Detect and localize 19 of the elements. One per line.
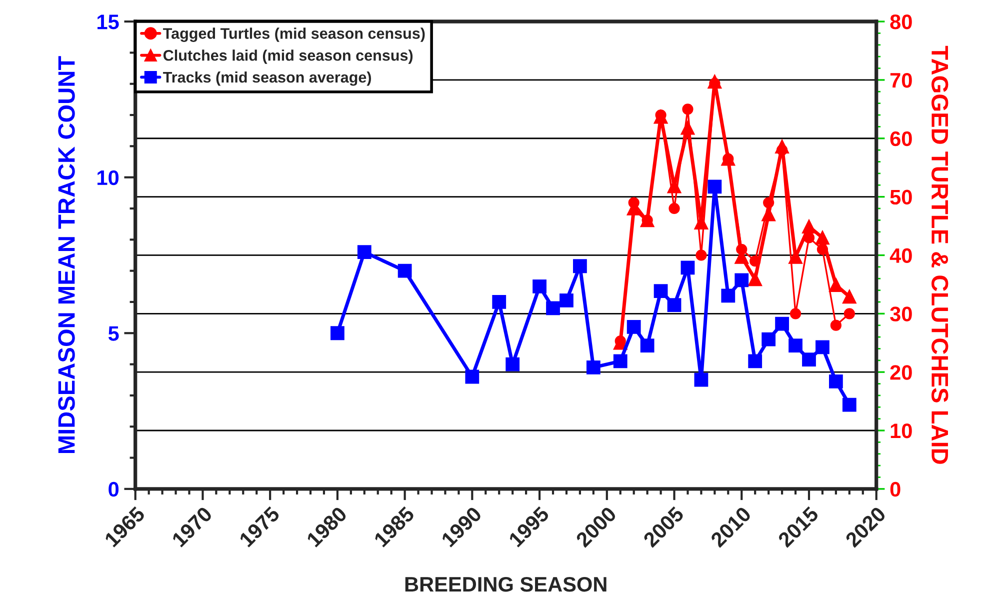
y-tick-label: 0 <box>108 482 119 497</box>
y2-tick-label: 40 <box>890 248 912 263</box>
y2-tick-label: 50 <box>890 190 912 205</box>
y2-tick-label: 70 <box>890 72 912 88</box>
y2-tick-label: 0 <box>890 482 900 497</box>
y-axis-title: MIDSEASON MEAN TRACK COUNT <box>58 56 75 454</box>
y2-tick-label: 20 <box>890 365 912 380</box>
legend-label: Tagged Turtles (mid season census) <box>163 28 425 42</box>
x-axis-title: BREEDING SEASON <box>405 576 606 592</box>
y-tick-label: 5 <box>108 326 119 341</box>
legend-label: Clutches laid (mid season census) <box>163 50 413 64</box>
y-tick-label: 15 <box>98 14 119 30</box>
y2-tick-label: 30 <box>890 306 912 322</box>
y2-axis-title: TAGGED TURTLE & CLUTCHES LAID <box>931 46 948 464</box>
y2-tick-label: 10 <box>890 424 912 438</box>
y2-tick-label: 80 <box>890 14 912 30</box>
y2-tick-label: 60 <box>890 131 912 146</box>
y-tick-label: 10 <box>98 170 119 186</box>
legend-label: Tracks (mid season average) <box>163 71 372 86</box>
